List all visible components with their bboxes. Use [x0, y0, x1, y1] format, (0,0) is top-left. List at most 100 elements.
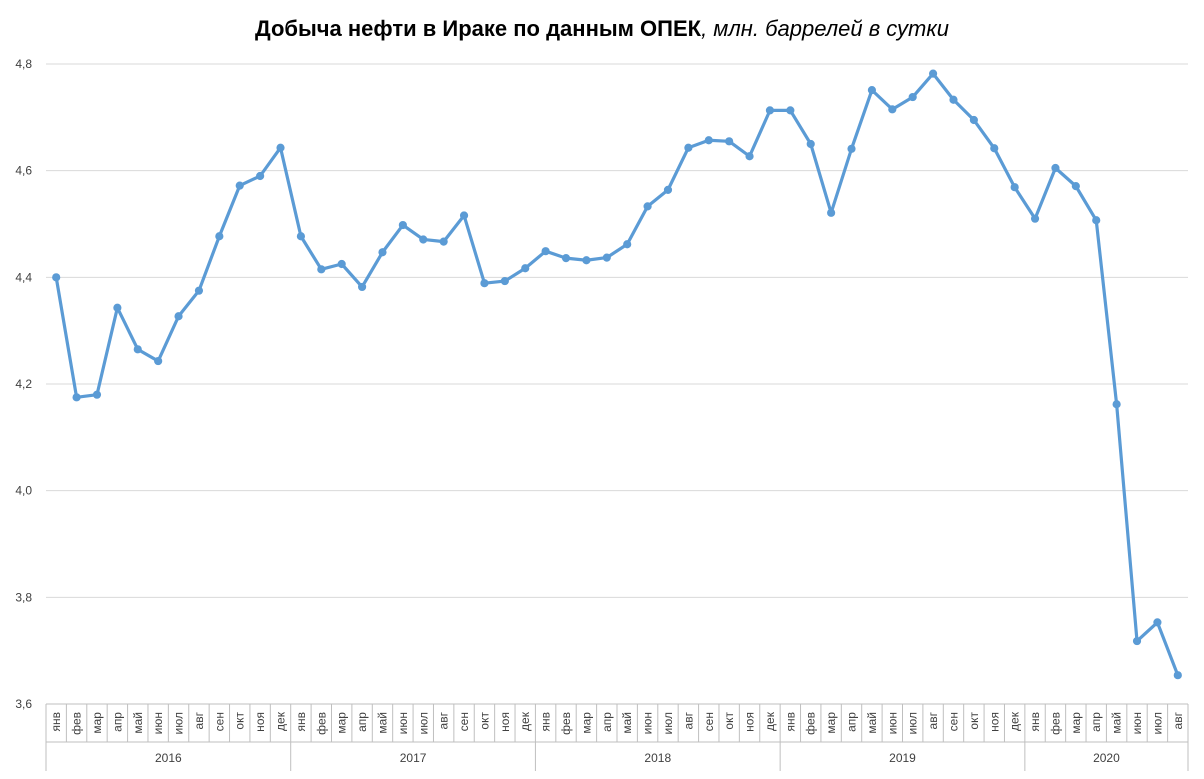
- x-tick-label: окт: [233, 712, 247, 730]
- x-tick-label: май: [375, 712, 389, 734]
- y-tick-label: 4,8: [15, 57, 32, 71]
- x-tick-label: дек: [274, 711, 288, 731]
- data-point: [908, 92, 917, 102]
- data-point: [1153, 618, 1162, 627]
- x-tick-label: окт: [722, 712, 736, 730]
- x-tick-label: мар: [824, 712, 838, 734]
- x-tick-label: апр: [600, 712, 614, 732]
- x-tick-label: июл: [906, 712, 920, 734]
- data-point: [398, 220, 407, 230]
- data-point: [296, 232, 306, 241]
- data-point: [1010, 183, 1019, 192]
- x-tick-label: май: [865, 712, 879, 734]
- x-tick-label: ноя: [987, 712, 1001, 732]
- data-point: [888, 105, 897, 114]
- x-tick-label: окт: [477, 712, 491, 730]
- x-tick-label: сен: [946, 712, 960, 731]
- x-tick-label: июн: [641, 712, 655, 734]
- data-point: [1173, 671, 1182, 680]
- data-point: [643, 202, 652, 211]
- data-point: [867, 86, 877, 95]
- x-tick-label: июн: [396, 712, 410, 734]
- x-tick-label: окт: [967, 712, 981, 730]
- x-tick-label: мар: [579, 712, 593, 734]
- series-line: [54, 71, 1180, 677]
- x-tick-label: ноя: [498, 712, 512, 732]
- year-label: 2019: [889, 751, 916, 765]
- x-tick-label: янв: [294, 712, 308, 732]
- x-tick-label: фев: [1048, 712, 1062, 735]
- year-label: 2018: [644, 751, 671, 765]
- data-point: [1051, 163, 1060, 173]
- x-tick-label: сен: [702, 712, 716, 731]
- x-tick-label: авг: [437, 711, 451, 729]
- data-point: [765, 106, 775, 115]
- data-point: [847, 144, 856, 153]
- y-tick-label: 4,0: [15, 484, 32, 498]
- data-point: [154, 356, 163, 366]
- x-tick-label: фев: [314, 712, 328, 735]
- data-point: [704, 136, 713, 145]
- x-tick-label: апр: [110, 712, 124, 732]
- data-point: [928, 69, 938, 78]
- grid: [46, 63, 1188, 598]
- data-point: [256, 171, 265, 181]
- x-tick-label: июн: [1130, 712, 1144, 734]
- data-point: [827, 208, 836, 217]
- data-point: [419, 235, 428, 244]
- x-tick-label: июл: [172, 712, 186, 734]
- series: [52, 69, 1182, 680]
- data-point: [439, 237, 448, 246]
- x-tick-label: авг: [192, 711, 206, 729]
- y-tick-label: 3,8: [15, 590, 32, 604]
- data-point: [1132, 636, 1142, 646]
- x-tick-label: сен: [212, 712, 226, 731]
- x-tick-label: мар: [335, 712, 349, 734]
- y-tick-label: 4,2: [15, 377, 32, 391]
- x-tick-label: май: [620, 712, 634, 734]
- x-tick-label: мар: [1069, 712, 1083, 734]
- x-tick-label: ноя: [743, 712, 757, 732]
- data-point: [92, 390, 102, 399]
- data-point: [582, 256, 591, 265]
- x-tick-label: фев: [70, 712, 84, 735]
- data-point: [72, 393, 81, 402]
- x-tick-label: июл: [416, 712, 430, 734]
- year-label: 2017: [400, 751, 427, 765]
- data-point: [1112, 400, 1121, 409]
- data-point: [1071, 182, 1080, 191]
- chart-title-units: , млн. баррелей в сутки: [701, 16, 949, 41]
- x-tick-label: янв: [1028, 712, 1042, 732]
- data-point: [480, 279, 489, 288]
- x-tick-label: июл: [661, 712, 675, 734]
- data-point: [949, 95, 958, 104]
- x-tick-label: авг: [1171, 711, 1185, 729]
- data-point: [745, 152, 754, 161]
- x-tick-label: янв: [539, 712, 553, 732]
- data-point: [725, 137, 734, 146]
- x-tick-label: июл: [1150, 712, 1164, 734]
- x-tick-label: июн: [151, 712, 165, 734]
- data-point: [521, 264, 530, 273]
- chart-title: Добыча нефти в Ираке по данным ОПЕК, млн…: [0, 16, 1204, 42]
- x-tick-label: янв: [49, 712, 63, 732]
- chart-title-main: Добыча нефти в Ираке по данным ОПЕК: [255, 16, 702, 41]
- x-tick-label: апр: [845, 712, 859, 732]
- data-point: [806, 139, 815, 149]
- x-tick-label: сен: [457, 712, 471, 731]
- data-point: [663, 185, 673, 194]
- data-point: [378, 248, 387, 257]
- data-point: [194, 286, 204, 295]
- data-point: [561, 254, 571, 263]
- x-tick-label: авг: [926, 711, 940, 729]
- data-point: [990, 144, 999, 153]
- x-tick-label: авг: [681, 711, 695, 729]
- year-label: 2016: [155, 751, 182, 765]
- data-point: [215, 232, 224, 241]
- x-tick-label: ноя: [253, 712, 267, 732]
- data-point: [623, 240, 632, 249]
- x-tick-label: мар: [90, 712, 104, 734]
- x-tick-label: май: [1110, 712, 1124, 734]
